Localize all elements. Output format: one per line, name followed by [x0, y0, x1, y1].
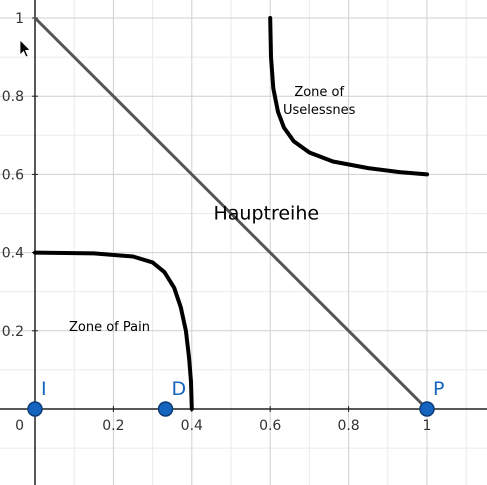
y-tick-label: 0.6 — [2, 167, 24, 183]
x-tick-label: 0.8 — [337, 418, 359, 434]
x-tick-label: 0.6 — [259, 418, 281, 434]
main-sequence-label: Hauptreihe — [213, 202, 319, 224]
point-label-I: I — [41, 378, 47, 400]
x-tick-label: 0.2 — [102, 418, 124, 434]
zone-of-pain-label: Zone of Pain — [69, 320, 150, 335]
x-tick-label: 1 — [423, 418, 432, 434]
point-P — [419, 401, 435, 417]
series-lines — [33, 16, 429, 411]
point-label-D: D — [172, 378, 187, 400]
zone-of-uselessness-label: Uselessnes — [283, 103, 356, 118]
y-tick-label: 1 — [15, 11, 24, 27]
x-tick-label: 0.4 — [181, 418, 203, 434]
origin-label: 0 — [15, 418, 24, 434]
y-tick-label: 0.8 — [2, 89, 24, 105]
y-tick-label: 0.2 — [2, 324, 24, 340]
main-sequence-line — [33, 16, 429, 411]
point-label-P: P — [433, 378, 444, 400]
y-tick-label: 0.4 — [2, 246, 24, 262]
zone-of-uselessness-label: Zone of — [294, 85, 344, 100]
point-I — [27, 401, 43, 417]
zone-of-uselessness-curve-line — [268, 16, 429, 177]
zone-of-pain-curve-line — [33, 250, 194, 411]
tick-labels: 0.2 0.4 0.6 0.8 1 1 0.8 0.6 0.4 0.2 0 — [2, 11, 432, 434]
mouse-cursor-icon — [19, 39, 31, 58]
point-D — [157, 401, 174, 417]
annotations: Zone of Uselessnes Hauptreihe Zone of Pain — [69, 85, 356, 335]
